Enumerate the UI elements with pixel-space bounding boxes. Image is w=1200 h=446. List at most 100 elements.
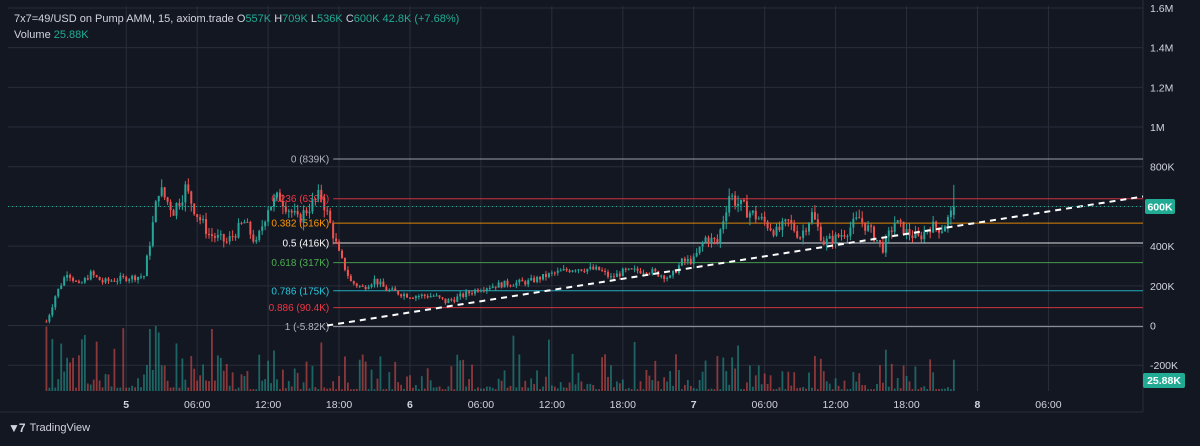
volume-bar [98,380,101,391]
candle-body [902,221,905,235]
candle-body [642,272,645,274]
candle-body [476,289,479,292]
candle-body [122,275,125,277]
volume-bar [630,389,633,391]
volume-bar [435,387,438,391]
volume-bar [184,379,187,391]
legend-open-value: 557K [245,13,272,25]
volume-bar [78,355,80,391]
candle-body [636,268,639,271]
legend-volume-row: Volume 25.88K [14,27,459,43]
volume-bar [941,388,943,391]
fibonacci-retracement: 0 (839K) 0.236 (639K) 0.382 (516K) 0.5 (416… [269,155,1143,333]
volume-bar [116,387,119,391]
volume-bar [843,380,846,391]
volume-bar [923,386,926,391]
volume-bar [636,389,639,391]
volume-bar [778,387,781,391]
volume-bar [441,389,444,391]
candle-body [453,299,456,302]
volume-bar [51,339,54,391]
volume-bar [675,354,677,391]
candle-body [908,229,911,236]
volume-bar [678,370,680,391]
candle-body [284,206,287,212]
volume-bar [219,357,222,391]
volume-bar [725,371,728,391]
volume-bar [613,387,615,391]
volume-bar [728,384,731,391]
last-price-badge [1145,198,1175,214]
candle-body [261,226,264,231]
volume-bar [518,354,521,391]
candle-body [710,237,713,244]
volume-bar [314,387,317,391]
candle-body [417,295,420,297]
candle-body [364,286,367,289]
candle-body [917,231,920,236]
volume-bar [438,386,441,391]
candle-body [834,234,837,244]
volume-bar [222,370,225,391]
candle-body [831,236,834,244]
volume-bar [805,388,807,391]
volume-bar [604,354,606,391]
candle-body [187,184,190,192]
candle-body [488,287,491,289]
candle-body [624,268,627,270]
volume-bar [666,381,669,391]
candle-body [639,270,642,274]
volume-bar [873,389,875,391]
tradingview-brand[interactable]: ▼7 TradingView [8,421,90,435]
volume-bar [296,372,299,391]
volume-bar [583,389,586,391]
volume-bar [364,361,367,391]
volume-bar [355,388,358,391]
candle-body [278,192,281,202]
candle-body [941,231,944,233]
volume-bar [488,386,491,391]
volume-bar [137,378,139,391]
volume-bar [270,383,272,391]
volume-bar [119,387,122,391]
candle-body [181,202,184,206]
time-tick-label: 18:00 [326,399,352,411]
volume-bar [757,365,760,391]
volume-bar [196,380,199,391]
candle-body [530,277,533,281]
candle-body [154,201,157,223]
candle-body [406,294,409,298]
volume-bar [598,389,601,391]
tradingview-name: TradingView [29,422,91,434]
candle-body [609,276,612,278]
volume-bar [456,354,459,391]
candle-body [952,206,955,215]
volume-bar [107,374,110,391]
candle-body [299,214,302,223]
candle-body [148,245,151,256]
volume-bar [151,369,154,391]
volume-bar [858,373,861,391]
volume-bar [367,389,370,391]
candle-body [140,276,143,278]
volume-bar [385,388,388,391]
volume-bar [887,386,890,391]
volume-bar [908,381,911,391]
candle-body [556,270,559,273]
candle-body [861,218,864,223]
candle-body [48,315,51,322]
candle-body [290,210,293,213]
candle-body [689,258,692,264]
candle-body [604,270,607,273]
volume-bar [178,387,181,391]
fib-level-label: 0.5 (416K) [283,238,330,249]
candle-body [946,216,949,227]
candle-body [216,234,219,238]
candle-body [429,295,432,298]
candle-body [308,211,311,214]
volume-bar [530,378,533,391]
volume-bar [618,383,621,391]
volume-bar [701,371,704,391]
